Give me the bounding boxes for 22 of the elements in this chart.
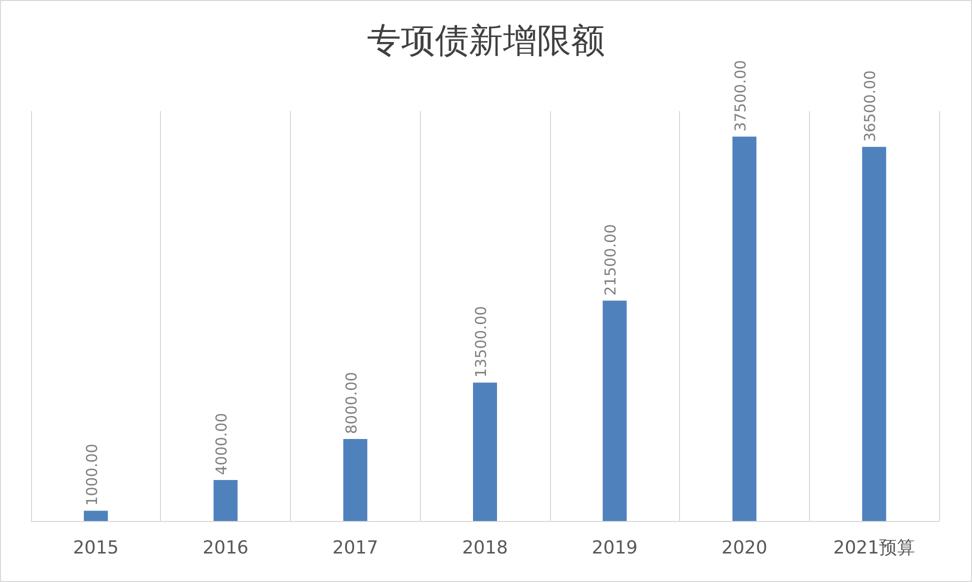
bar [343,439,368,521]
x-tick-label: 2021预算 [833,538,916,558]
data-label: 37500.00 [731,60,750,132]
x-tick-label: 2016 [202,538,248,558]
data-label: 4000.00 [212,412,231,475]
data-label: 1000.00 [82,444,101,506]
bar [214,480,238,521]
bar [84,510,108,521]
bar [602,300,627,521]
x-tick-label: 2019 [592,538,638,558]
x-tick-label: 2015 [72,538,119,558]
x-tick-label: 2018 [462,538,508,558]
data-label: 8000.00 [342,372,360,434]
chart-title: 专项债新增限额 [367,21,605,61]
data-label: 21500.00 [602,224,620,296]
data-label: 13500.00 [472,306,490,378]
x-tick-label: 2017 [332,538,378,558]
bar [862,146,886,521]
bar [732,136,756,521]
x-tick-label: 2020 [722,538,768,558]
data-label: 36500.00 [861,70,880,142]
bar [473,382,497,521]
